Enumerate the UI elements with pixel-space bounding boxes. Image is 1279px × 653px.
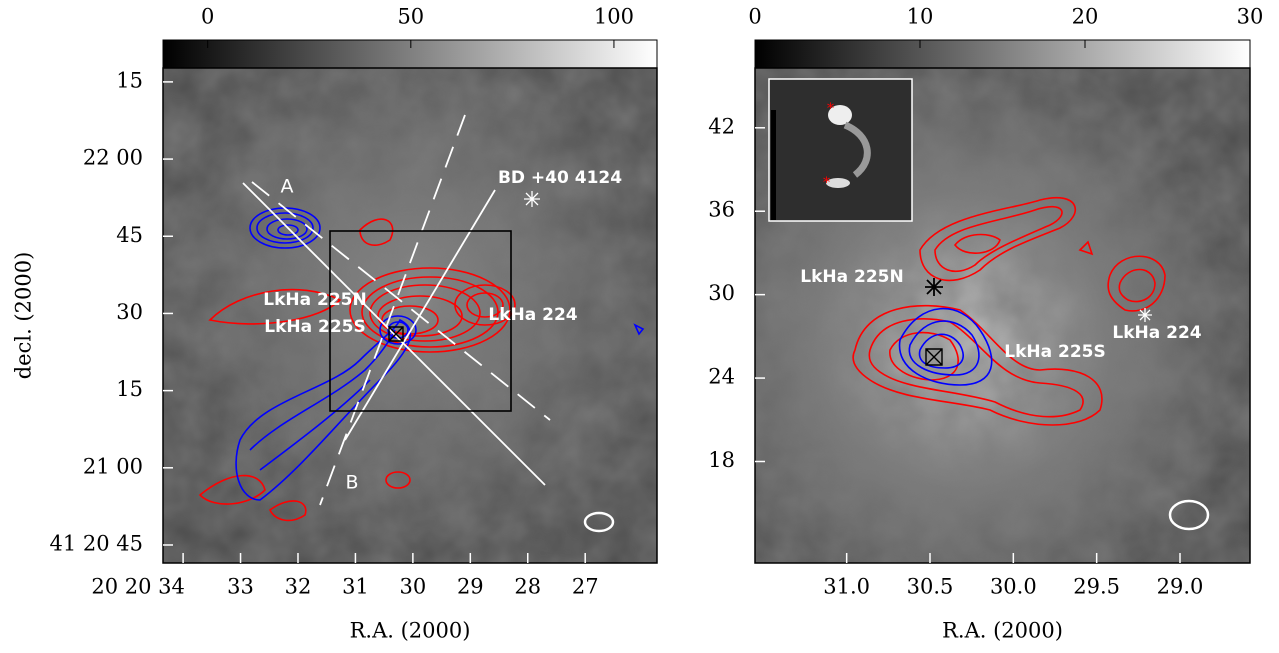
x-tick-label: 30.5 (907, 575, 954, 599)
y-tick-label: 24 (708, 365, 735, 389)
y-tick-label: 18 (708, 448, 735, 472)
star-marker (524, 191, 540, 207)
plot-frame (754, 67, 1251, 564)
annotation: LkHa 224 (488, 305, 577, 325)
star-marker (925, 278, 943, 296)
y-tick-label: 45 (116, 223, 143, 247)
x-axis-label: R.A. (2000) (942, 619, 1063, 643)
contours (852, 197, 1166, 426)
y-tick-label: 42 (708, 114, 735, 138)
zoom-box (329, 230, 512, 412)
x-axis-label: R.A. (2000) (350, 619, 471, 643)
y-tick-label: 30 (708, 281, 735, 305)
colorbar (162, 39, 658, 69)
plot-frame (162, 67, 658, 564)
inset-source (826, 178, 850, 188)
inset-marker: * (823, 175, 830, 191)
x-tick-label: 29.5 (1073, 575, 1120, 599)
annotation: LkHa 225N (800, 267, 903, 287)
contours (198, 207, 645, 522)
inset-source (828, 105, 852, 125)
y-tick-label: 22 00 (83, 146, 143, 170)
x-tick-label: 20 20 34 (91, 575, 185, 599)
colorbar-tick-label: 0 (201, 5, 214, 29)
annotation: LkHa 224 (1112, 323, 1201, 343)
annotation: LkHa 225S (264, 317, 366, 337)
y-tick-label: 36 (708, 198, 735, 222)
colorbar-tick-label: 0 (748, 5, 761, 29)
source-marker (388, 326, 404, 342)
y-tick-label: 21 00 (83, 454, 143, 478)
annotation: BD +40 4124 (498, 168, 622, 188)
x-tick-label: 32 (285, 575, 312, 599)
colorbar-tick-label: 50 (397, 5, 424, 29)
x-tick-label: 31 (342, 575, 369, 599)
beam (1168, 499, 1210, 531)
x-tick-label: 30.0 (990, 575, 1037, 599)
colorbar-tick-label: 10 (907, 5, 934, 29)
y-axis-label: decl. (2000) (12, 252, 36, 380)
colorbar-tick-label: 30 (1237, 5, 1264, 29)
annotation: LkHa 225N (263, 290, 366, 310)
annotation: LkHa 225S (1004, 342, 1106, 362)
y-tick-label: 15 (116, 68, 143, 92)
colorbar (754, 39, 1251, 69)
image-texture (163, 68, 657, 563)
annotation: B (345, 472, 358, 494)
x-tick-label: 33 (227, 575, 254, 599)
y-tick-label: 30 (116, 300, 143, 324)
x-tick-label: 30 (400, 575, 427, 599)
beam (583, 511, 615, 533)
source-marker (925, 348, 943, 366)
x-tick-label: 31.0 (823, 575, 870, 599)
annotation: A (281, 176, 294, 198)
x-tick-label: 29.0 (1157, 575, 1204, 599)
star-marker (1138, 308, 1152, 322)
inset-nebula (843, 121, 871, 178)
inset-edge (771, 110, 776, 220)
colorbar-tick-label: 20 (1072, 5, 1099, 29)
x-tick-label: 27 (572, 575, 599, 599)
y-tick-label: 41 20 45 (49, 531, 143, 555)
inset-marker: * (827, 101, 834, 117)
x-tick-label: 29 (457, 575, 484, 599)
inset-image (768, 78, 913, 222)
panel-left: 0 50 100 20 20 34 33 32 31 30 29 28 27 15 22 00 45 30 1… (12, 5, 658, 643)
x-tick-label: 28 (514, 575, 541, 599)
y-tick-label: 15 (116, 377, 143, 401)
panel-right: * * 0 10 20 30 31.0 30.5 30.0 29.5 29.0 42 36 30 24 1… (708, 5, 1263, 643)
colorbar-tick-label: 100 (594, 5, 634, 29)
